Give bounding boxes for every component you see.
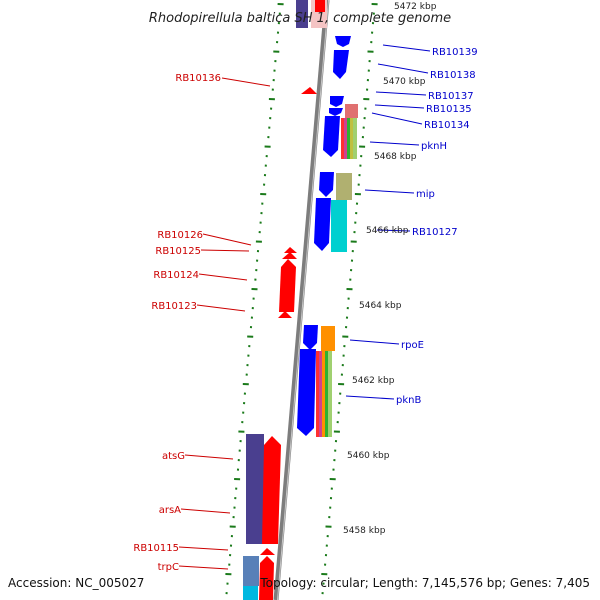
gene-label-rb10127[interactable]: RB10127 — [412, 227, 458, 238]
gene-pknh — [341, 118, 357, 159]
left-leader-lines — [178, 77, 271, 570]
gene-label-pknb[interactable]: pknB — [396, 395, 421, 406]
genome-backbone-highlight — [277, 0, 329, 600]
topology-text: Topology: circular; Length: 7,145,576 bp… — [259, 576, 590, 590]
scale-labels: 5472 kbp 5470 kbp 5468 kbp 5466 kbp 5464… — [343, 2, 437, 536]
gene-rb10115 — [260, 548, 275, 555]
gene-bottom-red — [259, 556, 274, 600]
gene-rpoe — [321, 326, 335, 351]
gene-rb10124-rb10123 — [279, 259, 296, 312]
gene-top-blue — [296, 0, 308, 28]
gene-label-rpoe[interactable]: rpoE — [401, 340, 424, 351]
gene-label-rb10124[interactable]: RB10124 — [153, 270, 199, 281]
gene-labels-left: RB10136 RB10126 RB10125 RB10124 RB10123 … — [133, 73, 221, 573]
gene-label-rb10134[interactable]: RB10134 — [424, 120, 470, 131]
gene-label-mip[interactable]: mip — [416, 189, 435, 200]
gene-label-rb10138[interactable]: RB10138 — [430, 70, 476, 81]
scale-label: 5460 kbp — [347, 451, 390, 461]
gene-label-rb10136[interactable]: RB10136 — [175, 73, 221, 84]
gene-rb10137 — [330, 96, 344, 107]
gene-label-trpc[interactable]: trpC — [158, 562, 179, 573]
gene-pknb-arrow — [297, 349, 316, 436]
gene-atsg — [246, 434, 264, 544]
gene-label-rb10115[interactable]: RB10115 — [133, 543, 179, 554]
scale-label: 5458 kbp — [343, 526, 386, 536]
gene-arsa — [262, 436, 281, 544]
gene-mip-arrow — [319, 172, 334, 197]
scale-label: 5466 kbp — [366, 226, 409, 236]
gene-label-rb10125[interactable]: RB10125 — [155, 246, 201, 257]
accession-text: Accession: NC_005027 — [8, 576, 144, 590]
gene-label-atsg[interactable]: atsG — [162, 451, 185, 462]
gene-label-rb10126[interactable]: RB10126 — [157, 230, 203, 241]
gene-label-rb10135[interactable]: RB10135 — [426, 104, 472, 115]
gene-rb10136 — [301, 87, 317, 94]
scale-label: 5468 kbp — [374, 152, 417, 162]
gene-mip — [336, 173, 352, 200]
right-leader-lines — [345, 44, 431, 400]
gene-label-rb10123[interactable]: RB10123 — [151, 301, 197, 312]
gene-rpoe-arrow — [303, 325, 318, 350]
gene-label-rb10137[interactable]: RB10137 — [428, 91, 474, 102]
gene-trpc — [243, 556, 259, 586]
genome-backbone — [273, 0, 330, 600]
gene-label-arsa[interactable]: arsA — [159, 505, 181, 516]
gene-rb10139 — [335, 36, 351, 47]
gene-label-pknh[interactable]: pknH — [421, 141, 447, 152]
gene-label-rb10139[interactable]: RB10139 — [432, 47, 478, 58]
gene-rb10135 — [345, 104, 358, 118]
gene-rb10135-arrow — [329, 108, 343, 116]
gene-rb10123-tail — [278, 311, 292, 318]
gene-top-red — [315, 0, 325, 12]
scale-label: 5464 kbp — [359, 301, 402, 311]
tick-marks — [225, 3, 378, 595]
gene-rb10138 — [333, 50, 349, 79]
gene-rb10127 — [331, 200, 347, 252]
gene-bottom-cyan — [243, 586, 258, 600]
gene-rb10127-arrow — [314, 198, 331, 251]
map-title: Rhodopirellula baltica SH 1, complete ge… — [149, 11, 451, 26]
scale-label: 5462 kbp — [352, 376, 395, 386]
gene-rb10125 — [282, 252, 297, 259]
gene-rb10134 — [323, 116, 340, 157]
gene-pknb — [316, 351, 332, 437]
scale-label: 5472 kbp — [394, 2, 437, 12]
gene-labels-right: RB10139 RB10138 RB10137 RB10135 RB10134 … — [396, 47, 478, 406]
scale-label: 5470 kbp — [383, 77, 426, 87]
gene-rb10126 — [284, 247, 297, 253]
